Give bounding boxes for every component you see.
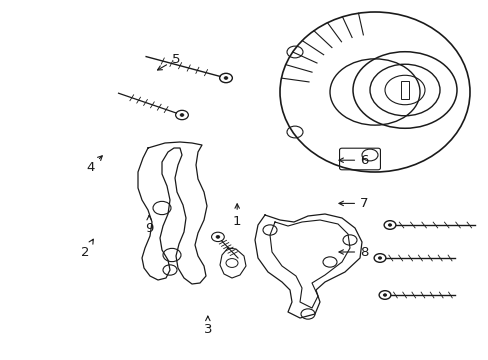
Circle shape: [377, 257, 381, 259]
Text: 6: 6: [338, 154, 368, 167]
Circle shape: [180, 114, 183, 116]
Circle shape: [216, 235, 220, 238]
Text: 3: 3: [203, 316, 212, 336]
Text: 7: 7: [338, 197, 368, 210]
Circle shape: [224, 77, 227, 80]
Text: 2: 2: [81, 239, 93, 258]
Text: 5: 5: [157, 53, 180, 70]
Circle shape: [387, 224, 391, 226]
Text: 8: 8: [338, 246, 368, 258]
Text: 1: 1: [232, 204, 241, 228]
Text: 4: 4: [86, 156, 102, 174]
Circle shape: [383, 294, 386, 296]
Text: 9: 9: [144, 215, 153, 235]
